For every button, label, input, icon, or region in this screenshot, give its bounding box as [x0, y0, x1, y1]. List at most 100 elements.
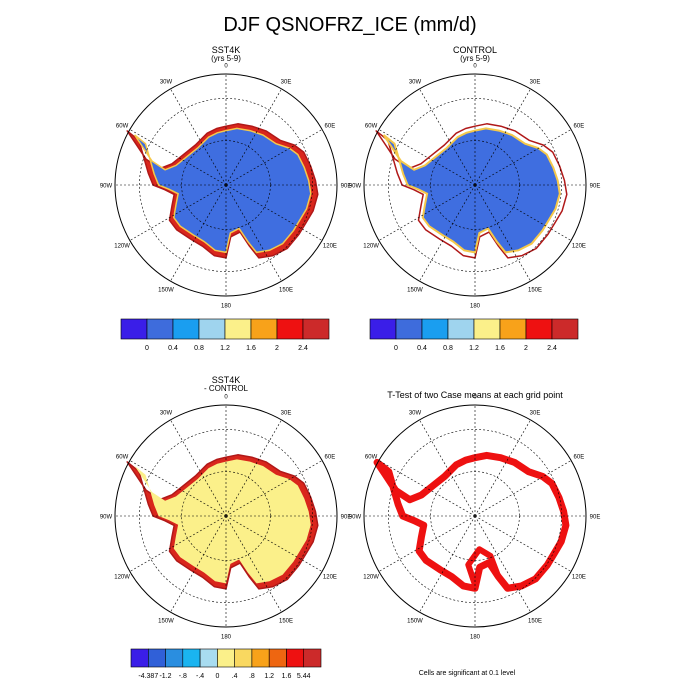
colorbar-swatch — [172, 318, 200, 340]
meridian-line — [225, 88, 282, 186]
longitude-label: 60W — [116, 455, 129, 461]
colorbar-swatch — [120, 318, 148, 340]
meridian-line — [378, 460, 476, 517]
longitude-label: 150W — [158, 618, 174, 624]
longitude-label: 0 — [224, 395, 228, 401]
panel-title: SST4K — [212, 45, 241, 55]
colorbar-swatch — [286, 648, 305, 668]
colorbar-label: -4.387 — [138, 673, 158, 680]
figure-title: DJF QSNOFRZ_ICE (mm/d) — [223, 14, 477, 36]
meridian-line — [378, 129, 476, 186]
colorbar-swatch — [473, 318, 501, 340]
colorbar-swatch — [224, 318, 252, 340]
meridian-line — [170, 419, 227, 517]
continent-fill — [133, 127, 312, 254]
longitude-label: 60E — [574, 124, 585, 130]
longitude-label: 150W — [407, 618, 423, 624]
longitude-label: 150E — [528, 618, 542, 624]
longitude-label: 0 — [473, 64, 477, 70]
meridian-line — [170, 515, 227, 613]
meridian-line — [170, 184, 227, 282]
latitude-circle — [388, 98, 562, 272]
meridian-line — [225, 184, 282, 282]
colorbar-label: -1.2 — [159, 673, 171, 680]
colorbar-control: 0 0.4 0.8 1.2 1.6 2 2.4 — [369, 318, 579, 352]
colorbar-swatch — [251, 648, 270, 668]
meridian-line — [419, 88, 476, 186]
continent-fill — [382, 127, 561, 254]
meridian-line — [225, 419, 282, 517]
panel-title: T-Test of two Case means at each grid po… — [387, 390, 563, 400]
meridian-line — [225, 129, 323, 186]
colorbar-swatch — [303, 648, 322, 668]
longitude-label: 150W — [407, 287, 423, 293]
longitude-label: 90E — [341, 515, 352, 521]
colorbar-label: 1.6 — [246, 345, 256, 352]
colorbar-swatch — [217, 648, 235, 668]
longitude-label: 90W — [100, 184, 113, 190]
colorbar-swatch — [395, 318, 423, 340]
meridian-line — [129, 184, 227, 241]
meridian-line — [129, 460, 227, 517]
longitude-label: 30E — [530, 411, 541, 417]
meridian-line — [225, 515, 282, 613]
colorbar-label: -.4 — [196, 673, 204, 680]
colorbar-swatch — [182, 648, 201, 668]
colorbar-swatch — [250, 318, 278, 340]
colorbar-label: 2 — [524, 345, 528, 352]
longitude-label: 90W — [100, 515, 113, 521]
longitude-label: 30W — [160, 411, 173, 417]
panel-title: SST4K — [212, 375, 241, 385]
colorbar-label: 1.6 — [495, 345, 505, 352]
longitude-label: 150W — [158, 287, 174, 293]
colorbar-label: 0.8 — [194, 345, 204, 352]
longitude-label: 30E — [281, 80, 292, 86]
longitude-label: 0 — [473, 395, 477, 401]
meridian-line — [474, 419, 531, 517]
meridian-line — [129, 515, 227, 572]
longitude-label: 150E — [279, 618, 293, 624]
colorbar-label: 1.6 — [282, 673, 292, 680]
meridian-line — [474, 184, 572, 241]
longitude-label: 180 — [221, 635, 232, 641]
latitude-circle — [139, 98, 313, 272]
colorbar-swatch — [198, 318, 226, 340]
longitude-label: 60W — [365, 124, 378, 130]
longitude-label: 60W — [116, 124, 129, 130]
colorbar-label: 0.8 — [443, 345, 453, 352]
colorbar-label: -.8 — [179, 673, 187, 680]
continent-fill — [134, 459, 311, 584]
longitude-label: 180 — [470, 304, 481, 310]
longitude-label: 90E — [341, 184, 352, 190]
colorbar-swatch — [199, 648, 218, 668]
longitude-label: 60E — [325, 124, 336, 130]
map-panel-diff: 0 30E 60E 90E 120E 150E 180 150W 120W 90W 60W 30W — [100, 395, 352, 641]
map-panel-ttest: 0 30E 60E 90E 120E 150E 180 150W 120W 90W 60W 30W — [349, 395, 601, 641]
colorbar-label: 2.4 — [547, 345, 557, 352]
meridian-line — [419, 419, 476, 517]
colorbar-label: 1.2 — [220, 345, 230, 352]
longitude-label: 30E — [530, 80, 541, 86]
colorbar-swatch — [447, 318, 475, 340]
longitude-label: 150E — [528, 287, 542, 293]
colorbar-swatch — [421, 318, 449, 340]
map-panel-sst4k: 0 30E 60E 90E 120E 150E 180 150W 120W 90W 60W 30W — [100, 64, 352, 310]
longitude-label: 150E — [279, 287, 293, 293]
colorbar-label: 0.4 — [168, 345, 178, 352]
longitude-label: 120W — [363, 244, 379, 250]
longitude-label: 30W — [409, 80, 422, 86]
colorbar-swatch — [525, 318, 553, 340]
longitude-label: 180 — [221, 304, 232, 310]
longitude-label: 60E — [574, 455, 585, 461]
longitude-label: 120W — [114, 244, 130, 250]
longitude-label: 90W — [349, 515, 362, 521]
longitude-label: 120E — [572, 575, 586, 581]
significance-ross — [465, 546, 501, 586]
colorbar-swatch — [148, 648, 166, 668]
panel-subtitle: - CONTROL — [204, 384, 249, 393]
colorbar-swatch — [551, 318, 579, 340]
meridian-line — [378, 515, 476, 572]
map-boundary — [363, 73, 587, 297]
colorbar-sst4k: 0 0.4 0.8 1.2 1.6 2 2.4 — [120, 318, 330, 352]
